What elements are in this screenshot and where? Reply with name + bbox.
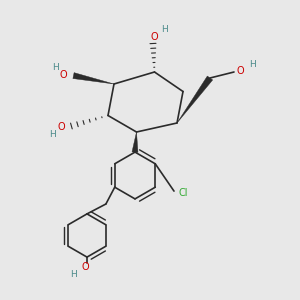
Text: Cl: Cl bbox=[178, 188, 188, 199]
Text: O: O bbox=[236, 66, 244, 76]
Text: H: H bbox=[162, 25, 168, 34]
Text: O: O bbox=[60, 70, 68, 80]
Text: H: H bbox=[49, 130, 56, 139]
Text: H: H bbox=[52, 63, 59, 72]
Text: H: H bbox=[70, 270, 77, 279]
Text: O: O bbox=[57, 122, 65, 132]
Text: H: H bbox=[249, 60, 255, 69]
Text: O: O bbox=[150, 32, 158, 42]
Text: O: O bbox=[82, 262, 89, 272]
Polygon shape bbox=[73, 73, 114, 84]
Polygon shape bbox=[177, 76, 213, 123]
Polygon shape bbox=[132, 132, 138, 152]
